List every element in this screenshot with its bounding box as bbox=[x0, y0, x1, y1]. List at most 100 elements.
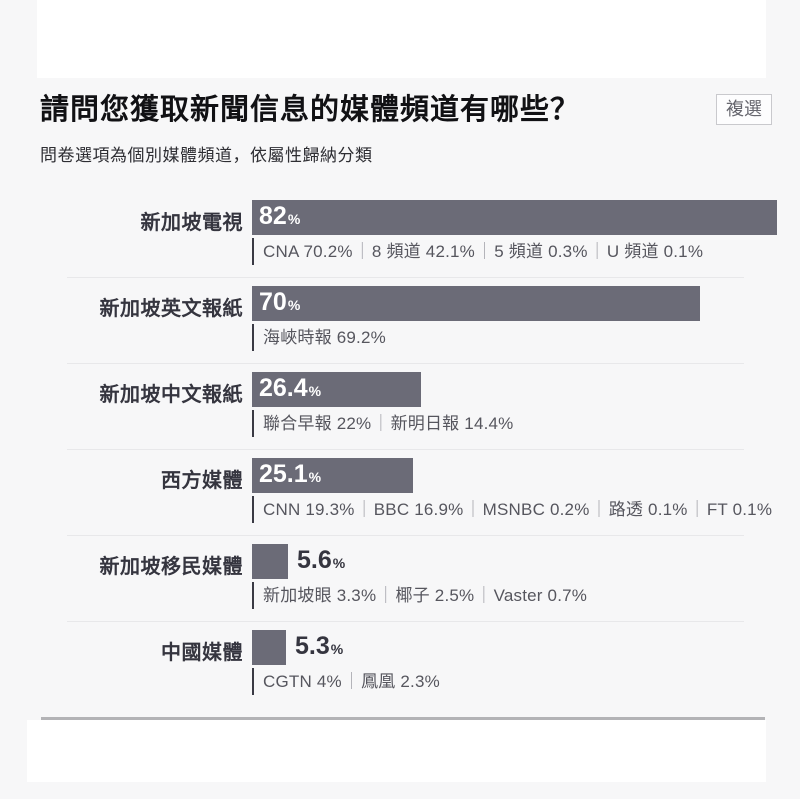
chart-row-block: 西方媒體 25.1% CNN 19.3%｜BBC 16.9%｜MSNBC 0.2… bbox=[67, 450, 772, 536]
detail-separator: ｜ bbox=[476, 242, 494, 261]
bar-value-number: 82 bbox=[259, 201, 287, 230]
detail-separator: ｜ bbox=[588, 242, 606, 261]
row-body: 5.6% 新加坡眼 3.3%｜椰子 2.5%｜Vaster 0.7% bbox=[252, 544, 744, 609]
bar-line: 5.3% bbox=[252, 630, 744, 665]
detail-separator: ｜ bbox=[342, 672, 361, 691]
chart-row: 新加坡中文報紙 26.4% 聯合早報 22%｜新明日報 14.4% bbox=[67, 364, 744, 437]
chart-row-block: 新加坡英文報紙 70% 海峽時報 69.2% bbox=[67, 278, 744, 364]
bar-line: 70% bbox=[252, 286, 744, 321]
bar-value-number: 5.6 bbox=[297, 545, 332, 574]
row-label: 中國媒體 bbox=[161, 642, 243, 664]
detail-separator: ｜ bbox=[377, 586, 395, 605]
bottom-rule-divider bbox=[41, 717, 765, 720]
row-body: 26.4% 聯合早報 22%｜新明日報 14.4% bbox=[252, 372, 744, 437]
bar-value-inside: 25.1% bbox=[252, 457, 321, 495]
bar-value-unit: % bbox=[330, 640, 344, 657]
bar bbox=[252, 544, 288, 579]
detail-item: 新加坡眼 3.3% bbox=[263, 586, 377, 605]
detail-item: BBC 16.9% bbox=[373, 500, 464, 519]
row-divider bbox=[67, 363, 744, 364]
detail-separator: ｜ bbox=[475, 586, 493, 605]
detail-separator: ｜ bbox=[464, 500, 482, 519]
bar-line: 82% bbox=[252, 200, 777, 235]
bar-line: 26.4% bbox=[252, 372, 744, 407]
row-label: 新加坡移民媒體 bbox=[99, 556, 243, 578]
bar-line: 25.1% bbox=[252, 458, 744, 493]
bar-value-inside: 82% bbox=[252, 199, 300, 237]
detail-separator: ｜ bbox=[688, 500, 706, 519]
chart-row: 新加坡電視 82% CNA 70.2%｜8 頻道 42.1%｜5 頻道 0.3%… bbox=[67, 192, 777, 265]
chart-header: 請問您獲取新聞信息的媒體頻道有哪些？ 複選 bbox=[40, 92, 772, 128]
detail-item: 路透 0.1% bbox=[608, 500, 688, 519]
detail-separator: ｜ bbox=[355, 500, 373, 519]
row-divider bbox=[67, 535, 744, 536]
row-label: 新加坡電視 bbox=[140, 212, 243, 234]
top-white-card bbox=[37, 0, 766, 78]
bar-value-unit: % bbox=[287, 210, 301, 227]
bar-value-inside: 70% bbox=[252, 285, 300, 323]
chart-row: 新加坡英文報紙 70% 海峽時報 69.2% bbox=[67, 278, 744, 351]
detail-separator: ｜ bbox=[372, 414, 390, 433]
chart-row-block: 中國媒體 5.3% CGTN 4%｜鳳凰 2.3% bbox=[67, 622, 744, 695]
row-detail: 新加坡眼 3.3%｜椰子 2.5%｜Vaster 0.7% bbox=[252, 582, 744, 609]
detail-item: FT 0.1% bbox=[706, 500, 773, 519]
bar bbox=[252, 630, 286, 665]
row-body: 70% 海峽時報 69.2% bbox=[252, 286, 744, 351]
row-detail: CGTN 4%｜鳳凰 2.3% bbox=[252, 668, 744, 695]
bar-value-unit: % bbox=[287, 296, 301, 313]
chart-article: 請問您獲取新聞信息的媒體頻道有哪些？ 複選 問卷選項為個別媒體頻道，依屬性歸納分… bbox=[0, 78, 800, 695]
chart-subtitle: 問卷選項為個別媒體頻道，依屬性歸納分類 bbox=[40, 146, 373, 165]
detail-item: 椰子 2.5% bbox=[395, 586, 475, 605]
bar-value-number: 70 bbox=[259, 287, 287, 316]
detail-separator: ｜ bbox=[590, 500, 608, 519]
bar-value-unit: % bbox=[308, 468, 322, 485]
detail-item: CNN 19.3% bbox=[263, 500, 355, 519]
row-body: 82% CNA 70.2%｜8 頻道 42.1%｜5 頻道 0.3%｜U 頻道 … bbox=[252, 200, 777, 265]
detail-item: Vaster 0.7% bbox=[493, 586, 588, 605]
row-label: 新加坡英文報紙 bbox=[99, 298, 243, 320]
detail-item: MSNBC 0.2% bbox=[482, 500, 590, 519]
bar-chart: 新加坡電視 82% CNA 70.2%｜8 頻道 42.1%｜5 頻道 0.3%… bbox=[67, 192, 777, 695]
detail-item: 鳳凰 2.3% bbox=[361, 672, 440, 691]
row-detail: CNA 70.2%｜8 頻道 42.1%｜5 頻道 0.3%｜U 頻道 0.1% bbox=[252, 238, 744, 265]
row-body: 25.1% CNN 19.3%｜BBC 16.9%｜MSNBC 0.2%｜路透 … bbox=[252, 458, 772, 523]
row-divider bbox=[67, 449, 744, 450]
bar-value-inside: 26.4% bbox=[252, 371, 321, 409]
bar-value-number: 5.3 bbox=[295, 631, 330, 660]
bottom-white-card bbox=[27, 720, 766, 782]
bar: 25.1% bbox=[252, 458, 413, 493]
bar-line: 5.6% bbox=[252, 544, 744, 579]
multiple-choice-badge: 複選 bbox=[716, 94, 772, 125]
bar-value-unit: % bbox=[308, 382, 322, 399]
page-title: 請問您獲取新聞信息的媒體頻道有哪些？ bbox=[40, 94, 581, 126]
bar-value-outside: 5.6% bbox=[297, 543, 345, 581]
detail-item: 聯合早報 22% bbox=[263, 414, 372, 433]
chart-row: 中國媒體 5.3% CGTN 4%｜鳳凰 2.3% bbox=[67, 622, 744, 695]
detail-item: CGTN 4% bbox=[263, 672, 342, 691]
row-body: 5.3% CGTN 4%｜鳳凰 2.3% bbox=[252, 630, 744, 695]
row-detail: CNN 19.3%｜BBC 16.9%｜MSNBC 0.2%｜路透 0.1%｜F… bbox=[252, 496, 772, 523]
detail-item: U 頻道 0.1% bbox=[606, 242, 704, 261]
bar-value-outside: 5.3% bbox=[295, 629, 343, 667]
chart-row-block: 新加坡移民媒體 5.6% 新加坡眼 3.3%｜椰子 2.5%｜Vaster 0.… bbox=[67, 536, 744, 622]
bar-value-number: 26.4 bbox=[259, 373, 308, 402]
bar: 82% bbox=[252, 200, 777, 235]
bar: 26.4% bbox=[252, 372, 421, 407]
detail-item: 新明日報 14.4% bbox=[390, 414, 514, 433]
bar: 70% bbox=[252, 286, 700, 321]
bar-value-number: 25.1 bbox=[259, 459, 308, 488]
chart-row: 新加坡移民媒體 5.6% 新加坡眼 3.3%｜椰子 2.5%｜Vaster 0.… bbox=[67, 536, 744, 609]
chart-row-block: 新加坡中文報紙 26.4% 聯合早報 22%｜新明日報 14.4% bbox=[67, 364, 744, 450]
detail-item: CNA 70.2% bbox=[263, 242, 353, 261]
detail-item: 5 頻道 0.3% bbox=[494, 242, 588, 261]
row-divider bbox=[67, 621, 744, 622]
row-divider bbox=[67, 277, 744, 278]
row-label: 西方媒體 bbox=[161, 470, 243, 492]
chart-row: 西方媒體 25.1% CNN 19.3%｜BBC 16.9%｜MSNBC 0.2… bbox=[67, 450, 772, 523]
detail-separator: ｜ bbox=[353, 242, 371, 261]
bar-value-unit: % bbox=[332, 554, 346, 571]
detail-item: 8 頻道 42.1% bbox=[371, 242, 475, 261]
detail-item: 海峽時報 69.2% bbox=[263, 328, 386, 347]
row-detail: 聯合早報 22%｜新明日報 14.4% bbox=[252, 410, 744, 437]
chart-row-block: 新加坡電視 82% CNA 70.2%｜8 頻道 42.1%｜5 頻道 0.3%… bbox=[67, 192, 777, 278]
